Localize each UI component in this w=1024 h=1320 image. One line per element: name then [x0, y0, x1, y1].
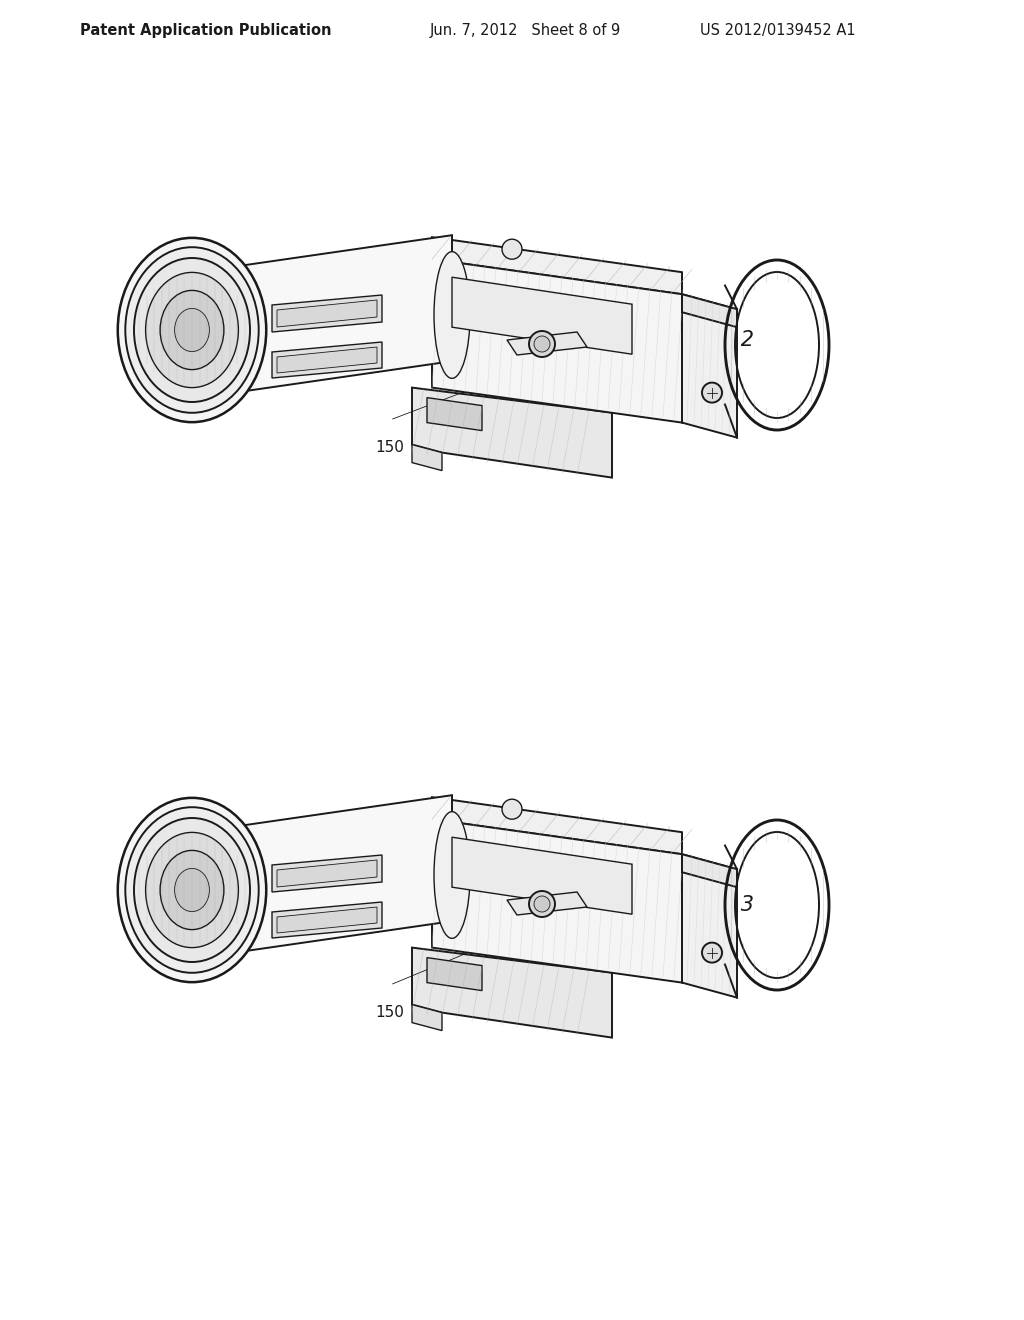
Text: 150: 150 [376, 440, 404, 455]
Ellipse shape [118, 797, 266, 982]
Ellipse shape [175, 309, 209, 351]
Circle shape [502, 239, 522, 259]
Ellipse shape [134, 257, 250, 403]
Circle shape [702, 942, 722, 962]
Polygon shape [412, 948, 612, 1038]
Polygon shape [682, 854, 737, 998]
Polygon shape [412, 445, 442, 471]
Circle shape [529, 331, 555, 356]
Polygon shape [507, 333, 587, 355]
Ellipse shape [134, 818, 250, 962]
Ellipse shape [160, 850, 224, 929]
Text: Jun. 7, 2012   Sheet 8 of 9: Jun. 7, 2012 Sheet 8 of 9 [430, 22, 622, 37]
Text: 150: 150 [376, 1005, 404, 1020]
Polygon shape [507, 892, 587, 915]
Polygon shape [427, 957, 482, 990]
Circle shape [534, 896, 550, 912]
Ellipse shape [125, 808, 259, 973]
Polygon shape [432, 259, 682, 422]
Polygon shape [272, 342, 382, 378]
Polygon shape [278, 861, 377, 887]
Polygon shape [244, 235, 452, 391]
Polygon shape [272, 294, 382, 333]
Ellipse shape [145, 833, 239, 948]
Ellipse shape [118, 238, 266, 422]
Ellipse shape [434, 812, 470, 939]
Circle shape [534, 337, 550, 352]
Polygon shape [278, 347, 377, 374]
Polygon shape [452, 837, 632, 915]
Polygon shape [272, 902, 382, 939]
Ellipse shape [434, 252, 470, 379]
Text: Patent Application Publication: Patent Application Publication [80, 22, 332, 37]
Polygon shape [412, 1005, 442, 1031]
Ellipse shape [125, 247, 259, 413]
Polygon shape [272, 855, 382, 892]
Text: FIG. 12: FIG. 12 [680, 330, 754, 350]
Text: FIG. 13: FIG. 13 [680, 895, 754, 915]
Polygon shape [412, 388, 612, 478]
Polygon shape [432, 820, 682, 982]
Polygon shape [427, 397, 482, 430]
Polygon shape [244, 795, 452, 952]
Polygon shape [432, 797, 682, 854]
Polygon shape [682, 294, 737, 327]
Circle shape [702, 383, 722, 403]
Polygon shape [432, 238, 682, 294]
Circle shape [502, 799, 522, 820]
Polygon shape [682, 854, 737, 887]
Ellipse shape [145, 272, 239, 388]
Polygon shape [452, 277, 632, 354]
Ellipse shape [160, 290, 224, 370]
Circle shape [529, 891, 555, 917]
Ellipse shape [175, 869, 209, 912]
Polygon shape [278, 300, 377, 327]
Polygon shape [278, 907, 377, 933]
Polygon shape [682, 294, 737, 438]
Text: US 2012/0139452 A1: US 2012/0139452 A1 [700, 22, 856, 37]
